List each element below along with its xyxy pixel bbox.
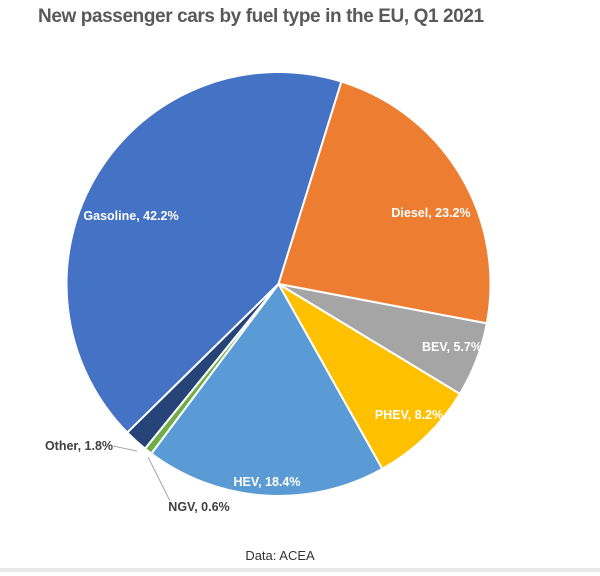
chart-title: New passenger cars by fuel type in the E… — [38, 6, 484, 27]
data-label-ngv: NGV, 0.6% — [168, 500, 229, 514]
source-note: Data: ACEA — [245, 548, 315, 563]
bottom-edge-strip — [0, 568, 600, 572]
leader-line-ngv — [147, 456, 171, 502]
data-label-bev: BEV, 5.7% — [422, 340, 482, 354]
pie-slice-diesel — [277, 80, 492, 325]
leader-line-other — [112, 445, 138, 452]
data-label-hev: HEV, 18.4% — [234, 475, 301, 489]
data-label-gasoline: Gasoline, 42.2% — [83, 209, 178, 223]
pie-slice-hev — [150, 283, 384, 497]
pie-slice-phev — [277, 283, 461, 470]
data-label-phev: PHEV, 8.2% — [375, 408, 443, 422]
data-label-other: Other, 1.8% — [45, 439, 113, 453]
data-label-diesel: Diesel, 23.2% — [391, 206, 470, 220]
pie-slice-gasoline — [65, 71, 343, 434]
pie-slice-other — [126, 283, 280, 450]
